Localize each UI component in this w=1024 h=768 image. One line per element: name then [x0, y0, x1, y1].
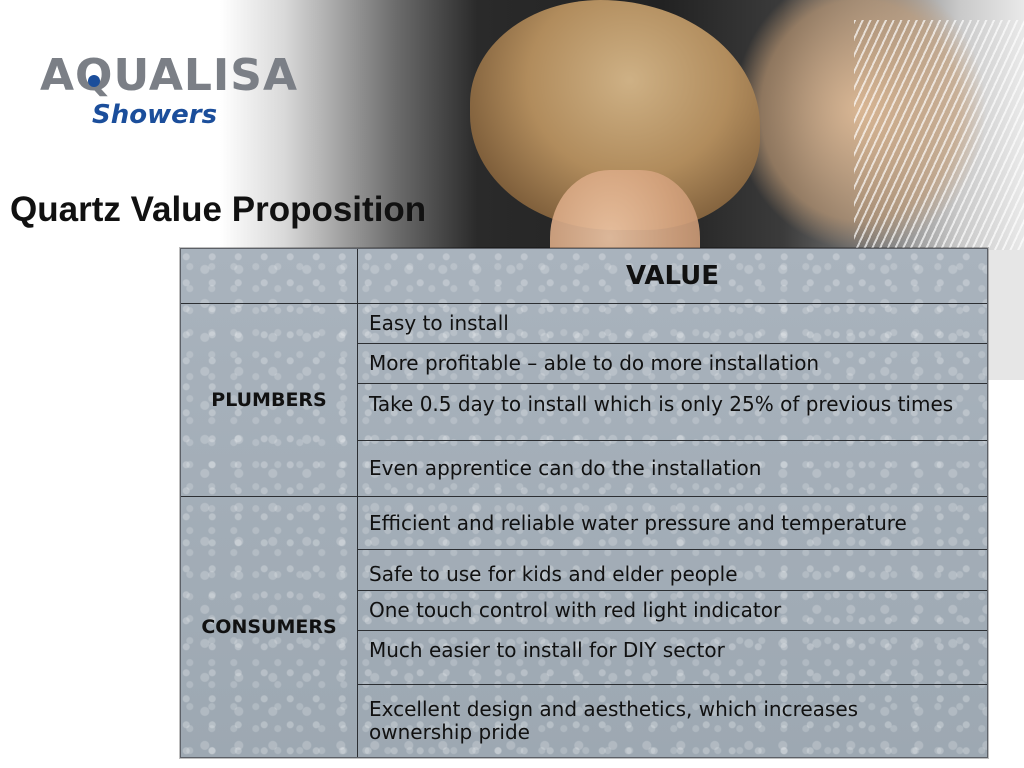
value-cell: More profitable – able to do more instal… — [358, 344, 987, 384]
value-cell: One touch control with red light indicat… — [358, 591, 987, 631]
shower-spray — [854, 20, 1024, 260]
value-cell: Efficient and reliable water pressure an… — [358, 497, 987, 550]
value-table: VALUE PLUMBERS Easy to install More prof… — [180, 248, 988, 758]
logo-brand: AQUALISA — [40, 50, 299, 101]
logo-q-dot-icon — [88, 75, 100, 87]
value-cell: Even apprentice can do the installation — [358, 441, 987, 497]
value-cell: Easy to install — [358, 304, 987, 344]
logo-sub: Showers — [92, 100, 218, 130]
value-cell: Excellent design and aesthetics, which i… — [369, 697, 859, 744]
page-title: Quartz Value Proposition — [10, 190, 427, 229]
aqualisa-logo: AQUALISA Showers — [40, 50, 297, 140]
group-plumbers: PLUMBERS — [181, 304, 358, 497]
value-cell: Safe to use for kids and elder people — [358, 550, 987, 591]
photo-wall — [984, 250, 1024, 380]
value-cell: Much easier to install for DIY sector — [358, 631, 987, 685]
group-consumers: CONSUMERS — [181, 497, 358, 757]
value-header: VALUE — [358, 249, 987, 304]
value-cell: Take 0.5 day to install which is only 25… — [358, 384, 987, 441]
header-empty-cell — [181, 249, 358, 304]
